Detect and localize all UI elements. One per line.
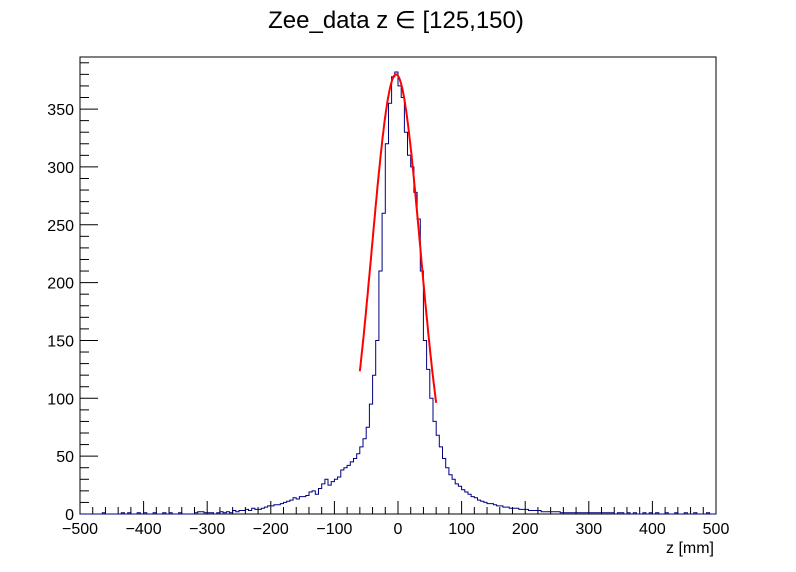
y-axis-tick-labels: 0 50 100 150 200 250 300 350 — [47, 102, 74, 524]
x-tick-label: −500 — [62, 521, 98, 538]
x-tick-label: 200 — [512, 521, 539, 538]
plot-frame — [79, 56, 717, 515]
x-axis-title: z [mm] — [666, 540, 714, 557]
histogram-series — [80, 71, 716, 515]
y-tick-label: 200 — [47, 276, 74, 293]
x-tick-label: −100 — [316, 521, 352, 538]
y-axis-ticks — [80, 62, 98, 515]
y-tick-label: 0 — [65, 507, 74, 524]
y-tick-label: 100 — [47, 391, 74, 408]
x-axis-ticks — [79, 501, 717, 514]
x-tick-label: 100 — [448, 521, 475, 538]
y-tick-label: 250 — [47, 218, 74, 235]
x-tick-label: −400 — [126, 521, 162, 538]
chart-title: Zee_data z ∈ [125,150) — [268, 7, 524, 34]
y-tick-label: 150 — [47, 333, 74, 350]
x-axis-tick-labels: −500 −400 −300 −200 −100 0 100 200 300 400 500 — [62, 521, 729, 538]
y-tick-label: 300 — [47, 160, 74, 177]
x-tick-label: −300 — [189, 521, 225, 538]
y-tick-label: 350 — [47, 102, 74, 119]
x-tick-label: 400 — [639, 521, 666, 538]
x-tick-label: −200 — [253, 521, 289, 538]
x-tick-label: 0 — [394, 521, 403, 538]
x-tick-label: 300 — [575, 521, 602, 538]
fit-series-group — [358, 73, 438, 403]
x-tick-label: 500 — [703, 521, 730, 538]
fit-curve — [358, 73, 438, 403]
y-tick-label: 50 — [56, 449, 74, 466]
